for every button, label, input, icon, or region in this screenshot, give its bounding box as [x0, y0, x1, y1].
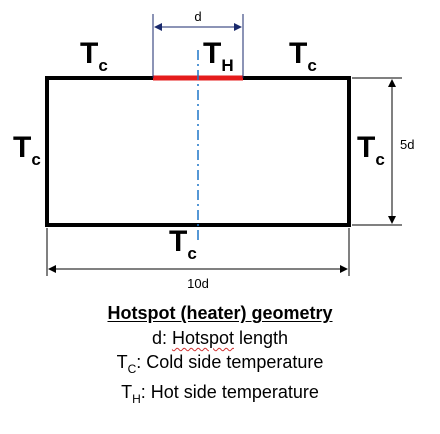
heater-width-label: d	[194, 9, 201, 24]
bottom-temp-label: Tc	[169, 225, 197, 263]
caption-title: Hotspot (heater) geometry	[0, 303, 440, 324]
caption-line3-rest: : Hot side temperature	[140, 382, 319, 402]
caption-line-hotspot-length: d: Hotspot length	[0, 328, 440, 349]
caption-line-cold-temp: TC: Cold side temperature	[0, 352, 440, 376]
top-left-temp-label: Tc	[80, 37, 108, 75]
caption-line2-main: T	[116, 352, 128, 372]
caption-line3-main: T	[121, 382, 133, 402]
caption-title-text: Hotspot (heater) geometry	[107, 303, 333, 323]
caption-line2-rest: : Cold side temperature	[136, 352, 324, 372]
left-temp-label: Tc	[13, 131, 41, 169]
caption-line1-prefix: d:	[151, 328, 172, 348]
right-temp-label: Tc	[357, 131, 385, 169]
width-label: 10d	[187, 276, 209, 291]
caption-line2-sub: C	[127, 362, 137, 376]
caption-line1-word: Hotspot	[171, 328, 234, 348]
hotspot-geometry-diagram: d 5d 10d Tc TH Tc Tc Tc Tc	[13, 9, 414, 291]
caption-line3-sub: H	[132, 392, 141, 406]
caption-line-hot-temp: TH: Hot side temperature	[0, 382, 440, 406]
top-right-temp-label: Tc	[289, 37, 317, 75]
top-center-temp-label: TH	[203, 37, 234, 75]
height-label: 5d	[400, 137, 414, 152]
caption-line1-rest: length	[234, 328, 289, 348]
